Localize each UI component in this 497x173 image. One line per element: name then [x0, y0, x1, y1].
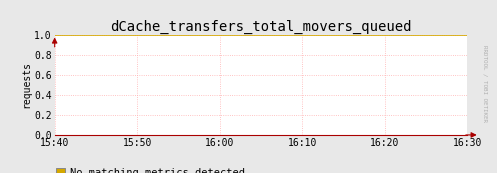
Legend: No matching metrics detected: No matching metrics detected: [56, 168, 246, 173]
Title: dCache_transfers_total_movers_queued: dCache_transfers_total_movers_queued: [110, 19, 412, 34]
Text: RRDTOOL / TOBI OETIKER: RRDTOOL / TOBI OETIKER: [482, 44, 487, 122]
Y-axis label: requests: requests: [21, 61, 31, 108]
